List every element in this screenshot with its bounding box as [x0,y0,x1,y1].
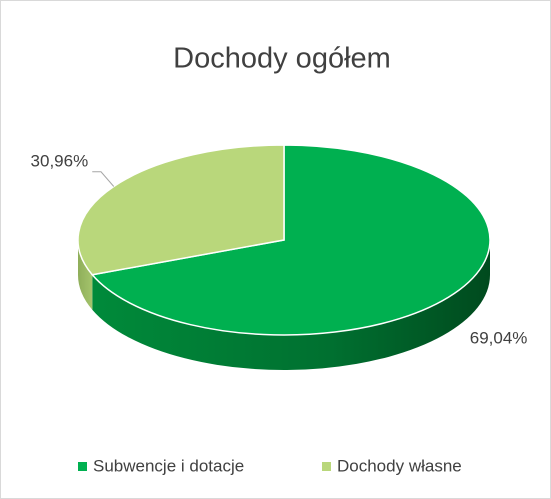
slice-side [78,240,93,310]
data-label: 69,04% [470,329,528,348]
slice-side [92,240,490,371]
legend-label: Dochody własne [337,456,462,475]
data-label: 30,96% [31,151,89,170]
legend-label: Subwencje i dotacje [93,456,244,475]
legend-swatch [78,462,87,471]
slice [90,144,491,336]
legend-swatch [322,462,331,471]
chart-title: Dochody ogółem [173,43,391,75]
leader-line [92,171,115,187]
